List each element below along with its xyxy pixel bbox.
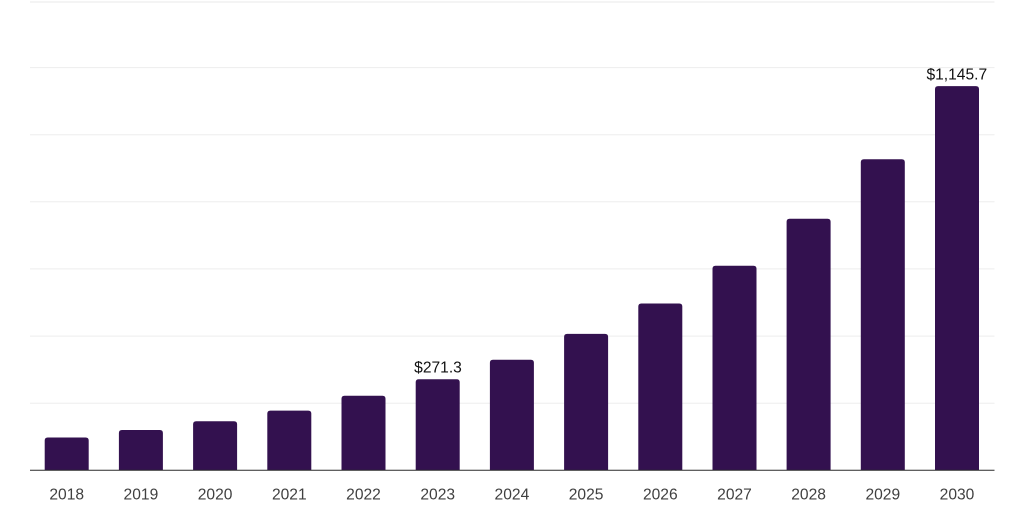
svg-text:2029: 2029 <box>865 487 900 504</box>
svg-text:2019: 2019 <box>124 487 159 504</box>
svg-text:2020: 2020 <box>198 487 233 504</box>
svg-text:2021: 2021 <box>272 487 307 504</box>
svg-text:2030: 2030 <box>940 487 975 504</box>
svg-text:2025: 2025 <box>569 487 604 504</box>
svg-text:2022: 2022 <box>346 487 381 504</box>
svg-text:2024: 2024 <box>495 487 530 504</box>
svg-text:$271.3: $271.3 <box>414 360 462 377</box>
svg-text:$1,145.7: $1,145.7 <box>926 66 987 83</box>
svg-text:2018: 2018 <box>49 487 84 504</box>
svg-text:2027: 2027 <box>717 487 752 504</box>
svg-text:2026: 2026 <box>643 487 678 504</box>
svg-text:2023: 2023 <box>420 487 455 504</box>
svg-text:2028: 2028 <box>791 487 826 504</box>
